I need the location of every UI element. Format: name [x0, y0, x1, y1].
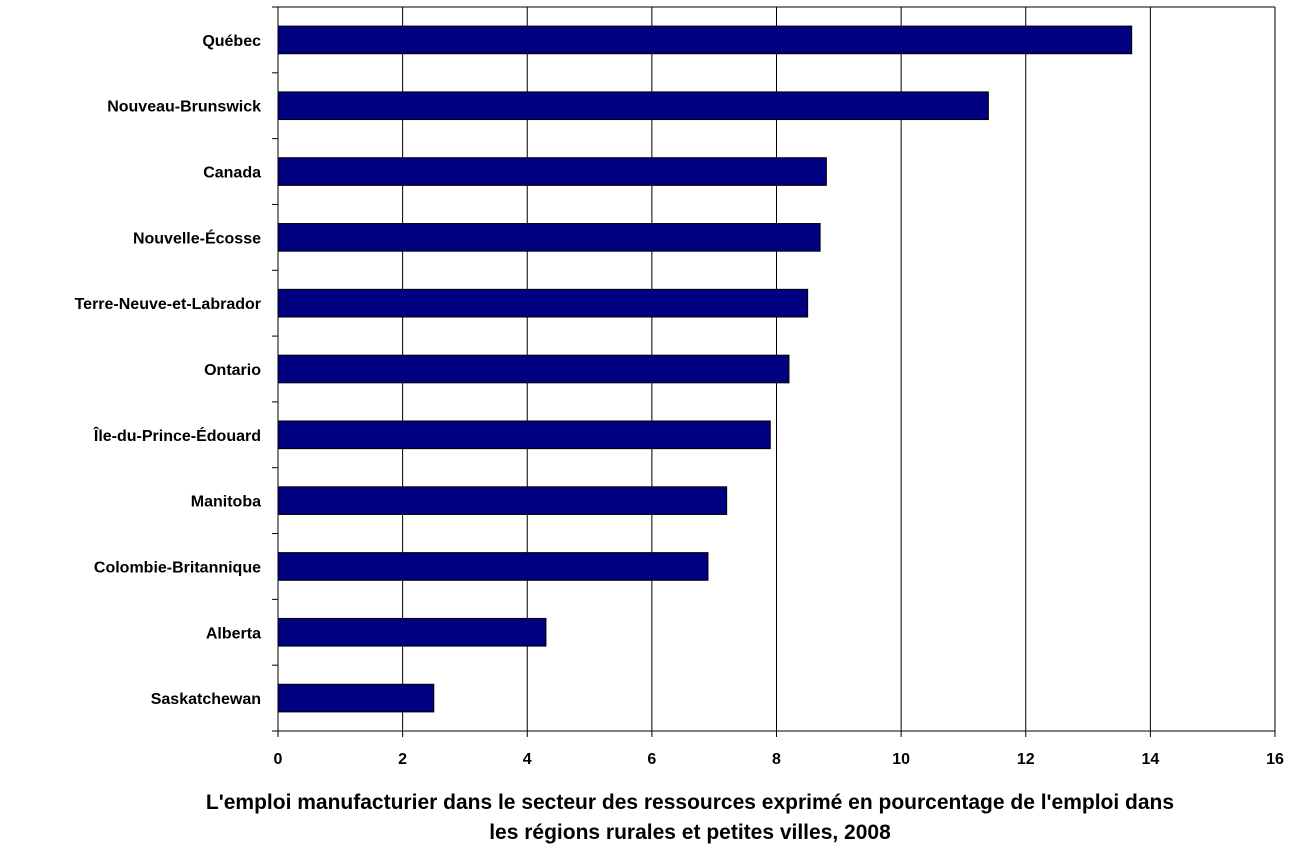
category-label: Saskatchewan	[151, 691, 261, 708]
x-axis-label-line-2: les régions rurales et petites villes, 2…	[489, 821, 891, 844]
x-tick-label: 10	[892, 751, 910, 768]
x-axis-label-line-1: L'emploi manufacturier dans le secteur d…	[205, 791, 1175, 814]
x-tick-label: 0	[274, 751, 283, 768]
category-label: Canada	[203, 165, 261, 182]
category-label: Île-du-Prince-Édouard	[93, 426, 261, 445]
category-label: Manitoba	[191, 494, 261, 511]
bar	[277, 288, 809, 318]
bar	[277, 157, 827, 186]
bar	[277, 420, 771, 450]
axes	[272, 6, 1276, 737]
x-tick-label: 12	[1017, 751, 1035, 768]
category-label: Terre-Neuve-et-Labrador	[75, 296, 261, 313]
x-axis-label: L'emploi manufacturier dans le secteur d…	[90, 788, 1290, 848]
x-tick-label: 8	[772, 751, 781, 768]
bar	[277, 223, 821, 252]
category-label: Colombie-Britannique	[94, 559, 261, 576]
category-labels: Québec Nouveau-Brunswick Canada Nouvelle-Éc…	[75, 33, 262, 708]
gridlines	[278, 6, 1276, 731]
bar	[277, 486, 728, 515]
bar	[277, 354, 790, 384]
bar	[277, 91, 989, 121]
bars	[277, 25, 1133, 713]
category-label: Québec	[202, 33, 261, 50]
category-label: Ontario	[204, 362, 261, 379]
x-tick-labels: 0 2 4 6 8 10 12 14 16	[274, 751, 1284, 768]
bar	[277, 552, 709, 581]
category-label: Nouvelle-Écosse	[133, 228, 261, 247]
x-tick-label: 6	[647, 751, 656, 768]
x-tick-label: 2	[398, 751, 407, 768]
x-tick-label: 16	[1266, 751, 1284, 768]
x-tick-label: 4	[523, 751, 532, 768]
category-label: Nouveau-Brunswick	[107, 99, 261, 116]
bar	[277, 617, 547, 647]
bar	[277, 25, 1133, 55]
category-label: Alberta	[206, 625, 261, 642]
bar	[277, 683, 435, 713]
x-tick-label: 14	[1141, 751, 1159, 768]
